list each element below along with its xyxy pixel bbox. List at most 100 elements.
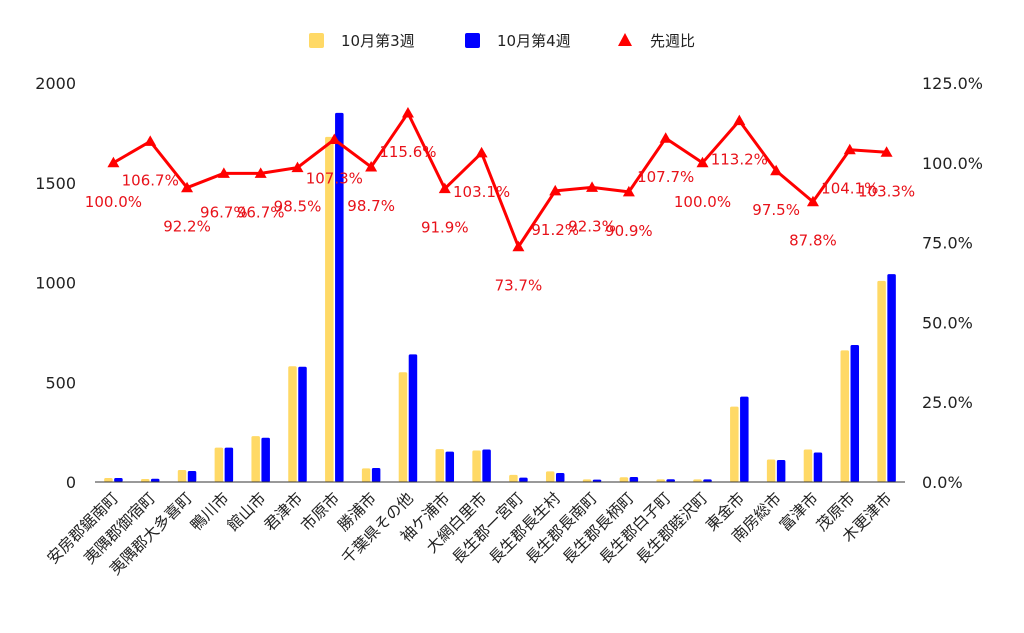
left-tick-label: 0 — [66, 473, 76, 492]
ratio-marker — [181, 181, 194, 193]
ratio-data-label: 98.5% — [274, 198, 322, 216]
bar-week4 — [666, 479, 675, 482]
bar-week3 — [214, 447, 224, 482]
ratio-data-label: 92.2% — [163, 218, 211, 236]
category-label: 市原市 — [298, 489, 344, 535]
bar-week4 — [813, 452, 823, 482]
ratio-data-label: 115.6% — [379, 143, 436, 161]
legend-label: 先週比 — [650, 32, 695, 50]
category-label: 君津市 — [261, 489, 307, 535]
bar-week4 — [335, 112, 344, 483]
bar-week4 — [519, 477, 528, 482]
ratio-data-label: 91.2% — [531, 221, 579, 239]
bar-week4 — [187, 471, 197, 482]
bar-week4 — [850, 344, 860, 482]
category-label: 館山市 — [224, 489, 270, 535]
ratio-data-label: 113.2% — [711, 151, 768, 169]
bar-week3 — [251, 436, 260, 482]
right-tick-label: 75.0% — [922, 234, 973, 253]
ratio-data-label: 100.0% — [85, 193, 142, 211]
ratio-data-label: 100.0% — [674, 193, 731, 211]
bar-week4 — [408, 354, 418, 482]
bar-week3 — [803, 449, 813, 482]
ratio-data-label: 87.8% — [789, 232, 837, 250]
bar-week3 — [656, 479, 665, 482]
bar-week4 — [629, 477, 639, 482]
bar-week4 — [445, 451, 455, 482]
ratio-data-label: 103.1% — [453, 183, 510, 201]
bar-week4 — [482, 449, 491, 482]
legend-swatch — [309, 33, 324, 48]
left-tick-label: 500 — [45, 373, 76, 392]
line-layer: 100.0%106.7%92.2%96.7%96.7%98.5%107.3%98… — [85, 107, 915, 295]
bar-week4 — [261, 437, 270, 482]
ratio-marker — [144, 135, 157, 146]
ratio-data-label: 106.7% — [122, 171, 179, 189]
bar-week4 — [592, 479, 602, 482]
left-tick-label: 1500 — [35, 174, 76, 193]
ratio-marker — [659, 132, 672, 143]
ratio-marker — [733, 114, 746, 126]
bar-week3 — [730, 406, 739, 482]
ratio-data-label: 107.3% — [306, 169, 363, 187]
ratio-marker — [770, 164, 783, 176]
bar-week4 — [114, 478, 123, 482]
ratio-marker — [254, 167, 267, 178]
ratio-data-label: 73.7% — [495, 277, 543, 295]
bar-layer — [104, 112, 896, 483]
bar-week3 — [361, 468, 371, 482]
ratio-marker — [549, 184, 562, 196]
bar-week4 — [740, 396, 749, 482]
legend-label: 10月第4週 — [497, 32, 571, 50]
bar-week3 — [582, 479, 592, 482]
ratio-line — [112, 111, 887, 249]
ratio-data-label: 90.9% — [605, 222, 653, 240]
right-tick-label: 25.0% — [922, 393, 973, 412]
bar-week3 — [766, 459, 776, 482]
legend: 10月第3週 10月第4週 先週比 — [309, 32, 695, 50]
bar-week3 — [140, 479, 150, 482]
bar-week4 — [298, 366, 307, 482]
ratio-data-label: 103.3% — [858, 182, 915, 200]
ratio-marker — [806, 195, 819, 207]
bar-week3 — [877, 280, 886, 482]
right-axis: 0.0% 25.0% 50.0% 75.0% 100.0% 125.0% — [922, 74, 983, 492]
ratio-marker — [217, 167, 230, 178]
ratio-data-label: 107.7% — [637, 168, 694, 186]
bar-week3 — [509, 474, 518, 482]
bar-week3 — [840, 350, 850, 482]
ratio-data-label: 104.1% — [821, 180, 878, 198]
bar-week3 — [325, 136, 334, 483]
legend-swatch — [618, 33, 632, 46]
legend-swatch — [465, 33, 480, 48]
bar-week4 — [887, 274, 896, 482]
bar-week4 — [555, 473, 565, 482]
bar-week3 — [693, 479, 702, 482]
legend-label: 10月第3週 — [341, 32, 415, 50]
bar-week3 — [435, 449, 445, 482]
ratio-marker — [880, 146, 893, 157]
ratio-marker — [843, 143, 856, 155]
left-tick-label: 2000 — [35, 74, 76, 93]
ratio-data-label: 92.3% — [568, 217, 616, 235]
bar-week4 — [776, 460, 786, 482]
ratio-data-label: 98.7% — [347, 197, 395, 215]
bar-week4 — [150, 478, 160, 482]
ratio-marker — [107, 156, 120, 168]
bar-week3 — [104, 478, 113, 482]
ratio-data-label: 96.7% — [237, 203, 285, 221]
category-labels: 安房郡鋸南町夷隅郡御宿町夷隅郡大多喜町鴨川市館山市君津市市原市勝浦市千葉県その他… — [44, 489, 896, 578]
bar-week3 — [177, 470, 187, 482]
category-label: 鴨川市 — [187, 489, 233, 535]
ratio-marker — [586, 181, 599, 192]
right-tick-label: 0.0% — [922, 473, 963, 492]
bar-week4 — [224, 447, 234, 482]
left-tick-label: 1000 — [35, 274, 76, 293]
right-tick-label: 50.0% — [922, 313, 973, 332]
ratio-marker — [622, 185, 635, 197]
bar-week4 — [703, 479, 712, 482]
ratio-marker — [438, 182, 451, 194]
bar-week3 — [545, 471, 555, 482]
ratio-marker — [696, 156, 709, 168]
